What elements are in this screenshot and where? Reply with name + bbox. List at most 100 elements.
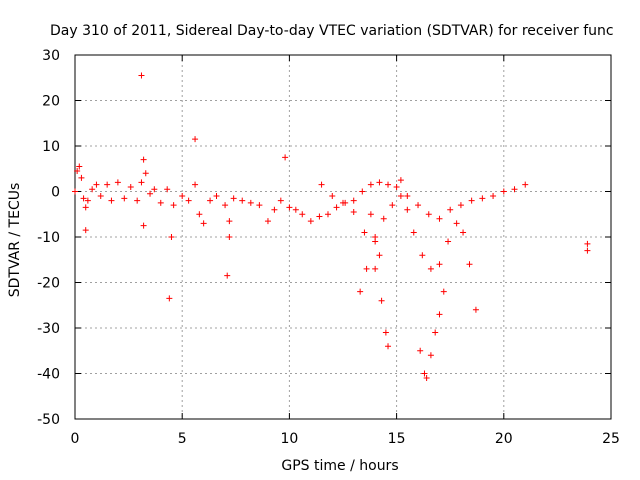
data-point bbox=[385, 181, 392, 188]
data-point bbox=[500, 188, 507, 195]
data-point bbox=[282, 154, 289, 161]
data-point bbox=[382, 329, 389, 336]
data-point bbox=[224, 272, 231, 279]
data-point bbox=[447, 206, 454, 213]
data-point bbox=[84, 197, 91, 204]
data-point bbox=[457, 202, 464, 209]
y-tick-label: 10 bbox=[42, 139, 60, 155]
data-point bbox=[140, 156, 147, 163]
data-point bbox=[333, 204, 340, 211]
data-point bbox=[226, 234, 233, 240]
data-point bbox=[522, 181, 529, 188]
data-point bbox=[74, 168, 81, 175]
data-point bbox=[372, 265, 379, 272]
data-point bbox=[316, 213, 323, 220]
data-point bbox=[196, 211, 203, 218]
data-point bbox=[121, 195, 128, 202]
data-point bbox=[247, 199, 254, 206]
data-point bbox=[324, 211, 331, 218]
data-point bbox=[389, 202, 396, 209]
data-point bbox=[357, 288, 364, 295]
data-point bbox=[226, 218, 233, 225]
data-point bbox=[432, 329, 439, 336]
data-point bbox=[479, 195, 486, 202]
x-axis-label: GPS time / hours bbox=[281, 458, 398, 474]
data-point bbox=[230, 195, 237, 202]
data-point bbox=[376, 252, 383, 259]
data-point bbox=[511, 186, 518, 193]
data-point bbox=[179, 193, 186, 200]
data-point bbox=[425, 211, 432, 218]
x-tick-label: 20 bbox=[495, 431, 513, 447]
data-point bbox=[361, 229, 368, 236]
data-point bbox=[329, 193, 336, 200]
data-point bbox=[350, 208, 357, 215]
data-point bbox=[307, 218, 314, 225]
data-point bbox=[164, 186, 171, 193]
data-point bbox=[367, 211, 374, 218]
data-point bbox=[380, 215, 387, 222]
x-tick-label: 0 bbox=[71, 431, 80, 447]
y-tick-label: 0 bbox=[51, 185, 60, 201]
data-point bbox=[72, 188, 78, 195]
data-point bbox=[222, 202, 229, 209]
data-point bbox=[127, 183, 134, 190]
data-point bbox=[417, 347, 424, 354]
data-point bbox=[468, 197, 475, 204]
data-point bbox=[440, 288, 447, 295]
data-point bbox=[359, 188, 366, 195]
data-point bbox=[166, 295, 173, 302]
data-point bbox=[490, 193, 497, 200]
data-point bbox=[419, 252, 426, 259]
data-point bbox=[393, 183, 400, 190]
data-point bbox=[134, 197, 141, 204]
chart-title: Day 310 of 2011, Sidereal Day-to-day VTE… bbox=[50, 23, 614, 39]
data-point bbox=[97, 193, 104, 200]
data-point bbox=[142, 170, 149, 177]
data-point bbox=[93, 181, 100, 188]
data-point bbox=[385, 343, 392, 350]
y-tick-label: 30 bbox=[42, 48, 60, 64]
data-point bbox=[421, 370, 428, 377]
data-point bbox=[114, 179, 121, 186]
data-point bbox=[76, 163, 83, 170]
data-point bbox=[192, 181, 199, 188]
data-point bbox=[372, 238, 379, 245]
data-point bbox=[397, 193, 404, 200]
data-point bbox=[239, 197, 246, 204]
data-point bbox=[436, 261, 443, 268]
x-tick-label: 10 bbox=[280, 431, 298, 447]
data-point bbox=[397, 177, 404, 184]
data-point bbox=[367, 181, 374, 188]
data-point bbox=[82, 204, 89, 211]
data-point bbox=[138, 72, 145, 79]
data-point bbox=[192, 136, 199, 143]
data-point bbox=[423, 375, 430, 382]
grid bbox=[75, 55, 611, 419]
data-point bbox=[140, 222, 147, 229]
data-point bbox=[292, 206, 299, 213]
data-point bbox=[82, 227, 89, 234]
data-point bbox=[138, 179, 145, 186]
data-point bbox=[340, 199, 346, 206]
data-point bbox=[404, 206, 411, 213]
data-point bbox=[376, 179, 383, 186]
data-point bbox=[213, 193, 220, 200]
y-tick-label: -30 bbox=[37, 321, 60, 337]
data-point bbox=[436, 311, 443, 318]
data-point bbox=[207, 197, 214, 204]
data-point bbox=[427, 265, 434, 272]
x-tick-label: 15 bbox=[388, 431, 406, 447]
data-point bbox=[89, 186, 96, 193]
data-point bbox=[460, 229, 467, 236]
y-tick-label: -50 bbox=[37, 412, 60, 428]
data-point bbox=[350, 197, 357, 204]
y-tick-label: -10 bbox=[37, 230, 60, 246]
data-point bbox=[584, 240, 591, 247]
data-marks bbox=[72, 72, 591, 382]
data-point bbox=[472, 306, 479, 313]
data-point bbox=[363, 265, 370, 272]
data-point bbox=[277, 197, 284, 204]
data-point bbox=[200, 220, 207, 227]
y-tick-label: 20 bbox=[42, 94, 60, 110]
